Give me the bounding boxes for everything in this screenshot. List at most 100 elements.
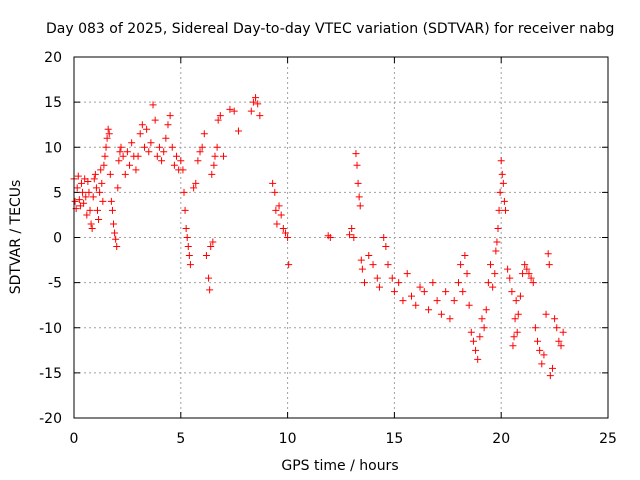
data-point — [168, 143, 176, 151]
data-point — [158, 157, 166, 165]
data-point — [416, 283, 424, 291]
data-point — [111, 229, 119, 237]
data-point — [285, 261, 293, 269]
data-point — [425, 306, 433, 314]
data-point — [102, 143, 110, 151]
data-point — [350, 234, 358, 241]
data-point — [145, 148, 153, 156]
data-point — [123, 148, 131, 156]
data-point — [256, 112, 264, 120]
data-point — [269, 179, 277, 187]
data-point — [190, 184, 198, 192]
data-point — [365, 252, 373, 260]
data-point — [116, 148, 124, 156]
data-point — [100, 161, 108, 169]
grid-lines — [74, 57, 608, 418]
data-point — [534, 337, 542, 345]
data-point — [170, 161, 178, 169]
data-point — [95, 215, 103, 223]
x-tick-label: 5 — [176, 431, 185, 447]
data-point — [138, 121, 146, 129]
data-point — [196, 148, 204, 156]
y-tick-label: -5 — [48, 276, 62, 292]
data-point — [463, 270, 471, 278]
y-tick-label: 0 — [53, 231, 62, 247]
data-point — [459, 288, 467, 296]
data-point — [110, 220, 118, 228]
data-point — [113, 243, 121, 251]
data-point — [107, 197, 115, 205]
data-point — [73, 184, 81, 192]
data-point — [151, 116, 159, 124]
data-point — [433, 297, 441, 305]
data-point — [92, 184, 100, 192]
data-point — [247, 107, 255, 115]
data-point — [527, 274, 535, 282]
x-tick-label: 15 — [385, 431, 403, 447]
data-point — [254, 100, 262, 108]
data-point — [119, 152, 127, 160]
data-point — [117, 143, 125, 151]
data-point — [446, 315, 454, 323]
data-point — [358, 265, 366, 273]
data-point — [115, 157, 123, 165]
data-point — [112, 235, 120, 243]
data-point — [536, 346, 544, 354]
data-point — [194, 157, 202, 165]
data-point — [354, 179, 362, 187]
data-point — [465, 301, 473, 309]
data-point — [164, 121, 172, 129]
data-point — [540, 351, 548, 359]
data-point — [390, 288, 398, 296]
data-point — [369, 261, 377, 269]
data-point — [147, 139, 155, 147]
data-point — [508, 288, 516, 296]
y-tick-label: 15 — [44, 95, 62, 111]
data-point — [498, 170, 506, 178]
data-point — [173, 152, 181, 160]
data-point — [450, 297, 458, 305]
data-point — [519, 270, 527, 278]
data-point — [484, 279, 492, 287]
data-point — [357, 256, 365, 264]
data-point — [160, 148, 168, 156]
data-point — [74, 172, 82, 180]
data-point — [82, 193, 90, 201]
data-point — [546, 372, 554, 380]
data-point — [275, 202, 283, 210]
y-tick-label: 5 — [53, 185, 62, 201]
data-point — [155, 143, 163, 151]
data-point — [252, 94, 260, 102]
data-point — [226, 105, 234, 113]
data-point — [373, 274, 381, 282]
data-point — [326, 234, 334, 241]
data-point — [496, 188, 504, 196]
data-point — [234, 127, 242, 135]
x-tick-labels: 0 5 10 15 20 25 — [70, 431, 617, 447]
data-point — [557, 342, 565, 350]
data-point — [512, 297, 520, 305]
data-point — [506, 274, 514, 282]
data-point — [208, 170, 216, 178]
data-point — [185, 252, 193, 260]
data-point — [360, 279, 368, 287]
data-point — [491, 270, 499, 278]
data-point — [461, 252, 469, 260]
data-point — [179, 166, 187, 174]
data-point — [474, 355, 482, 363]
data-point — [480, 324, 488, 332]
data-point — [106, 170, 114, 178]
y-axis-label: SDTVAR / TECUs — [8, 180, 24, 295]
data-point — [214, 116, 222, 124]
data-point — [184, 243, 192, 251]
data-point — [437, 310, 445, 318]
data-point — [230, 107, 238, 115]
data-point — [284, 234, 292, 241]
data-point — [71, 197, 79, 205]
data-point — [99, 197, 107, 205]
y-tick-label: 20 — [44, 50, 62, 66]
data-point — [75, 196, 83, 204]
data-point — [529, 279, 537, 287]
data-point — [487, 261, 495, 269]
